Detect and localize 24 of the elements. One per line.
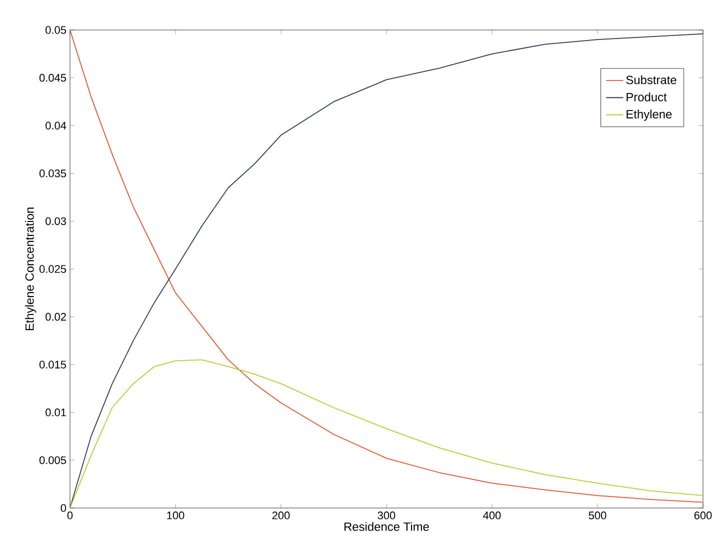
x-tick-label: 100 xyxy=(167,512,184,520)
x-tick-label: 500 xyxy=(588,512,606,520)
line-series xyxy=(70,359,703,508)
y-tick-label: 0.01 xyxy=(46,408,66,416)
y-tick-label: 0.045 xyxy=(39,74,66,82)
x-axis-title: Residence Time xyxy=(344,522,429,531)
legend-label: Ethylene xyxy=(626,110,672,121)
x-tick-label: 400 xyxy=(483,512,501,520)
legend-label: Substrate xyxy=(626,75,676,84)
x-tick-label: 200 xyxy=(272,512,290,520)
legend-label: Product xyxy=(626,92,667,102)
y-tick-label: 0.03 xyxy=(46,217,66,226)
x-tick-label: 300 xyxy=(378,512,396,520)
y-tick-label: 0.015 xyxy=(39,360,66,368)
y-tick-label: 0 xyxy=(60,504,66,512)
y-tick-label: 0.005 xyxy=(39,456,66,464)
x-tick-label: 600 xyxy=(694,512,712,520)
y-tick-label: 0.05 xyxy=(46,26,66,34)
y-tick-label: 0.035 xyxy=(39,170,66,178)
y-tick-label: 0.025 xyxy=(39,265,66,273)
y-tick-label: 0.04 xyxy=(46,122,66,130)
y-axis-title: Ethylene Concentration xyxy=(25,208,36,330)
y-tick-label: 0.02 xyxy=(46,312,66,321)
x-tick-label: 0 xyxy=(67,512,73,520)
